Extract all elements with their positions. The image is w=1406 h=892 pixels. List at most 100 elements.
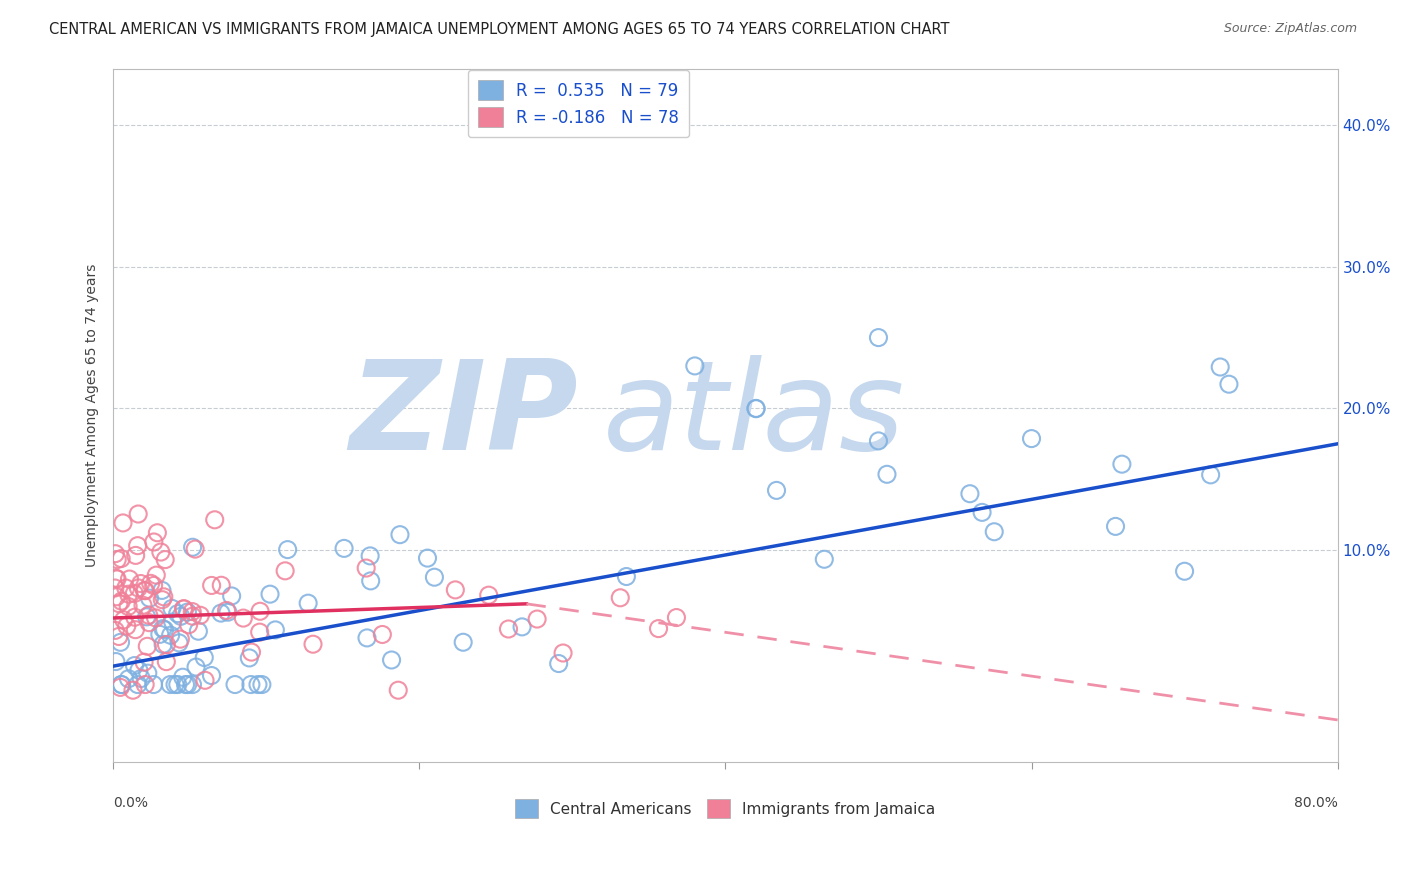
Point — [1209, 359, 1232, 374]
Point — [209, 606, 232, 620]
Point — [166, 607, 188, 621]
Point — [104, 547, 127, 561]
Point — [1111, 457, 1133, 471]
Point — [380, 653, 402, 667]
Point — [215, 603, 238, 617]
Point — [302, 637, 325, 651]
Point — [149, 545, 172, 559]
Point — [117, 587, 139, 601]
Point — [122, 683, 145, 698]
Point — [354, 561, 377, 575]
Point — [149, 627, 172, 641]
Point — [117, 672, 139, 686]
Point — [142, 677, 165, 691]
Point — [155, 638, 177, 652]
Point — [868, 330, 890, 344]
Point — [127, 581, 149, 595]
Point — [105, 572, 128, 586]
Point — [173, 602, 195, 616]
Point — [246, 677, 269, 691]
Point — [250, 677, 273, 691]
Point — [104, 571, 127, 585]
Point — [127, 539, 149, 553]
Point — [259, 587, 281, 601]
Point — [135, 610, 157, 624]
Point — [138, 591, 160, 606]
Point — [124, 658, 146, 673]
Point — [132, 655, 155, 669]
Point — [153, 590, 176, 604]
Point — [153, 552, 176, 566]
Point — [1021, 432, 1043, 446]
Point — [478, 588, 501, 602]
Point — [360, 574, 382, 588]
Point — [136, 666, 159, 681]
Point — [184, 660, 207, 674]
Point — [163, 677, 186, 691]
Text: CENTRAL AMERICAN VS IMMIGRANTS FROM JAMAICA UNEMPLOYMENT AMONG AGES 65 TO 74 YEA: CENTRAL AMERICAN VS IMMIGRANTS FROM JAMA… — [49, 22, 949, 37]
Point — [124, 610, 146, 624]
Point — [104, 624, 127, 638]
Point — [112, 613, 135, 627]
Point — [128, 663, 150, 677]
Point — [388, 527, 411, 541]
Point — [118, 572, 141, 586]
Point — [134, 583, 156, 598]
Point — [172, 670, 194, 684]
Text: ZIP: ZIP — [350, 355, 578, 476]
Point — [181, 541, 204, 555]
Point — [1174, 564, 1197, 578]
Point — [160, 601, 183, 615]
Point — [551, 646, 574, 660]
Point — [240, 645, 263, 659]
Point — [114, 581, 136, 595]
Point — [150, 583, 173, 598]
Point — [983, 524, 1005, 539]
Point — [868, 434, 890, 448]
Point — [104, 581, 127, 595]
Point — [172, 602, 194, 616]
Point — [150, 592, 173, 607]
Point — [162, 615, 184, 629]
Point — [876, 467, 898, 482]
Text: Source: ZipAtlas.com: Source: ZipAtlas.com — [1223, 22, 1357, 36]
Point — [111, 516, 134, 530]
Point — [181, 605, 204, 619]
Point — [110, 594, 132, 608]
Point — [1218, 377, 1240, 392]
Point — [187, 624, 209, 639]
Point — [683, 359, 706, 373]
Point — [333, 541, 356, 556]
Point — [124, 623, 146, 637]
Y-axis label: Unemployment Among Ages 65 to 74 years: Unemployment Among Ages 65 to 74 years — [86, 264, 100, 567]
Point — [510, 620, 533, 634]
Point — [107, 630, 129, 644]
Point — [498, 622, 520, 636]
Point — [108, 597, 131, 611]
Point — [127, 677, 149, 691]
Point — [136, 640, 159, 654]
Point — [134, 677, 156, 691]
Point — [423, 570, 446, 584]
Point — [142, 578, 165, 592]
Point — [356, 631, 378, 645]
Point — [166, 677, 188, 691]
Point — [209, 578, 232, 592]
Point — [145, 568, 167, 582]
Point — [117, 599, 139, 614]
Point — [297, 596, 319, 610]
Point — [249, 604, 271, 618]
Point — [277, 542, 299, 557]
Point — [359, 549, 381, 563]
Point — [221, 589, 243, 603]
Point — [204, 513, 226, 527]
Point — [169, 632, 191, 647]
Point — [153, 623, 176, 637]
Point — [111, 677, 134, 691]
Point — [274, 564, 297, 578]
Point — [232, 611, 254, 625]
Text: 80.0%: 80.0% — [1294, 796, 1337, 810]
Point — [127, 507, 149, 521]
Point — [110, 551, 132, 566]
Point — [124, 549, 146, 563]
